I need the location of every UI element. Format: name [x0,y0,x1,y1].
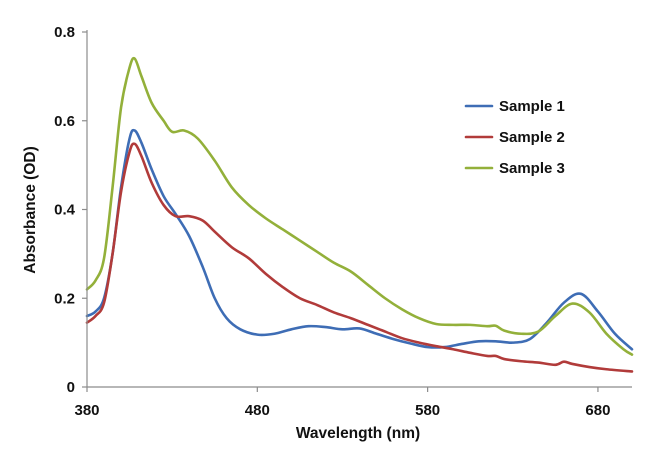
series-line-sample-3 [85,56,634,356]
y-axis-ticks: 0 0.2 0.4 0.6 0.8 [54,24,87,396]
legend: Sample 1 Sample 2 Sample 3 [464,98,565,177]
y-tick-label: 0 [67,379,75,396]
series-line-sample-1 [85,128,634,351]
y-tick-label: 0.6 [54,113,75,130]
x-tick-label: 680 [585,402,610,419]
y-tick-label: 0.2 [54,290,75,307]
series-line-sample-2 [85,142,634,373]
x-axis-ticks: 380 480 580 680 [74,387,610,419]
y-tick-label: 0.4 [54,202,76,219]
legend-label-sample-1: Sample 1 [499,98,565,115]
legend-label-sample-3: Sample 3 [499,160,565,177]
y-tick-label: 0.8 [54,24,75,41]
x-tick-label: 580 [415,402,440,419]
legend-label-sample-2: Sample 2 [499,129,565,146]
y-axis-title: Absorbance (OD) [22,146,39,273]
x-tick-label: 380 [74,402,99,419]
x-tick-label: 480 [245,402,270,419]
series-layer [85,56,634,373]
x-axis-title: Wavelength (nm) [296,425,420,442]
